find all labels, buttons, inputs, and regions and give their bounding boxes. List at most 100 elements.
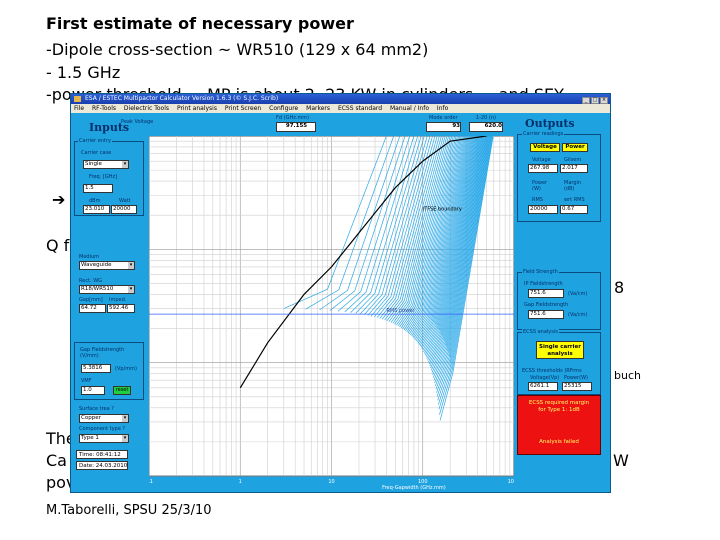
power-toggle[interactable]: Power [562,143,588,152]
x-tick-label: 10 [328,479,334,485]
threshold-voltage-output: 6261.1 [528,382,558,391]
mode-order-line [407,136,464,334]
single-carrier-analysis-button[interactable]: Single carrier analysis [536,341,584,359]
vmf-label: VMF [81,378,92,384]
field-strength-group: Field Strength IP Fieldstrength 751.6 (V… [517,269,601,330]
slide-fragment-the: The [46,429,76,448]
mode-order-line [412,136,469,338]
menu-rf-tools[interactable]: RF-Tools [91,105,116,112]
mode-order-line [438,136,492,405]
mode-order-label: Mode order [429,115,458,121]
rect-wg-select[interactable]: R18/WR510 [79,285,135,294]
rms-label: RMS [532,197,543,203]
mode-order-line [399,136,457,328]
mode-order-line [359,136,425,315]
mode-order-line [429,136,484,367]
gap-fieldstrength-label: Gap Fieldstrength (V/mm) [80,347,125,359]
imped-input[interactable]: 592.46 [107,304,135,313]
ip-fieldstrength-label: IP Fieldstrength [524,281,563,287]
multipactor-zones [283,136,494,421]
carrier-readings-label: Carrier readings [522,131,565,137]
mode-order-line [416,136,473,343]
vmf-input[interactable]: 1.0 [81,386,105,395]
menu-markers[interactable]: Markers [306,105,331,112]
threshold-voltage-label: Voltage(Vp) [530,375,560,381]
mode-order-line [337,136,411,312]
close-button[interactable]: × [600,97,608,104]
mode-order-line [355,136,422,314]
menu-configure[interactable]: Configure [269,105,299,112]
mode-order-line [438,136,493,410]
slide-footer: M.Taborelli, SPSU 25/3/10 [46,503,212,518]
menu-file[interactable]: File [74,105,85,112]
mode-order-line [430,136,485,369]
rect-wg-label: Rect. WG [79,278,103,284]
carrier-entry-label: Carrier entry [78,138,112,144]
menu-dielectric-tools[interactable]: Dielectric Tools [123,105,170,112]
mode-order-line [432,136,487,376]
window-titlebar[interactable]: ESA / ESTEC Multipactor Calculator Versi… [71,94,610,104]
fd-value: 97.155 [276,122,316,132]
mode-order-line [439,136,494,415]
reset-button[interactable]: reset [113,386,131,395]
mode-order-line [397,136,456,327]
menu-print-screen[interactable]: Print Screen [224,105,262,112]
x-tick-label: 1 [239,479,242,485]
threshold-power-output: 25315 [562,382,592,391]
slide-line-dipole: -Dipole cross-section ~ WR510 (129 x 64 … [46,40,429,59]
medium-label: Medium [79,254,99,260]
dbm-input[interactable]: 23.010 [83,205,110,214]
minimize-button[interactable]: _ [582,97,590,104]
x-tick-label: 0.1 [149,479,153,485]
mode-order-line [319,136,401,311]
mode-order-line [392,136,451,324]
inputs-title: Inputs [89,121,130,134]
power-label: Power (W) [532,180,548,192]
time-display: Time: 08:41:12 [76,450,128,459]
mode-order-line [430,136,486,371]
mode-order-line [373,136,436,318]
mode-order-value: 93 [426,122,461,132]
arrow-icon: ➔ [52,190,66,209]
mode-order-line [400,136,458,329]
fd-label: Fd (GHz.mm) [276,115,310,121]
carrier-case-select[interactable]: Single [83,160,129,169]
threshold-power-label: Power(W) [564,375,588,381]
component-select[interactable]: Type 1 [79,434,129,443]
freq-input[interactable]: 1.5 [83,184,113,193]
outputs-title: Outputs [525,117,575,130]
surface-select[interactable]: Copper [79,414,129,423]
gap-fieldstrength-input[interactable]: 5.3816 [81,364,111,373]
watt-label: Watt [119,198,131,204]
voltage-label: Voltage [532,157,551,163]
mode-order-line [427,136,482,361]
watt-input[interactable]: 20000 [111,205,137,214]
ecss-analysis-group: ECSS analysis Single carrier analysis EC… [517,329,601,395]
mode-order-line [390,136,449,323]
mode-order-line [428,136,484,365]
gap-input[interactable]: 64.72 [79,304,106,313]
menu-print-analysis[interactable]: Print analysis [176,105,217,112]
itfse-boundary-annotation: ITFSE boundary [423,207,462,213]
menu-info[interactable]: Info [436,105,449,112]
mode-order-line [423,136,479,353]
medium-select[interactable]: Waveguide [79,261,135,270]
mode-order-line [388,136,448,322]
mode-order-line [403,136,461,331]
mode-order-line [425,136,481,357]
mode-order-line [408,136,466,335]
voltage-range-label: 1-20 (n) [476,115,497,121]
voltage-toggle[interactable]: Voltage [530,143,560,152]
menu-manual-info[interactable]: Manual / Info [390,105,429,112]
maximize-button[interactable]: □ [591,97,599,104]
mode-order-line [376,136,438,318]
analysis-result-panel: ECSS required margin for Type 1: 1dB Ana… [517,395,601,455]
rms-output: 20000 [528,205,558,214]
mode-order-line [379,136,440,319]
field-strength-label: Field Strength [522,269,559,275]
mode-order-line [413,136,470,339]
mode-order-line [406,136,463,333]
imped-label: Imped. [109,297,127,303]
slide-title: First estimate of necessary power [46,14,354,33]
menu-ecss-standard[interactable]: ECSS standard [337,105,383,112]
